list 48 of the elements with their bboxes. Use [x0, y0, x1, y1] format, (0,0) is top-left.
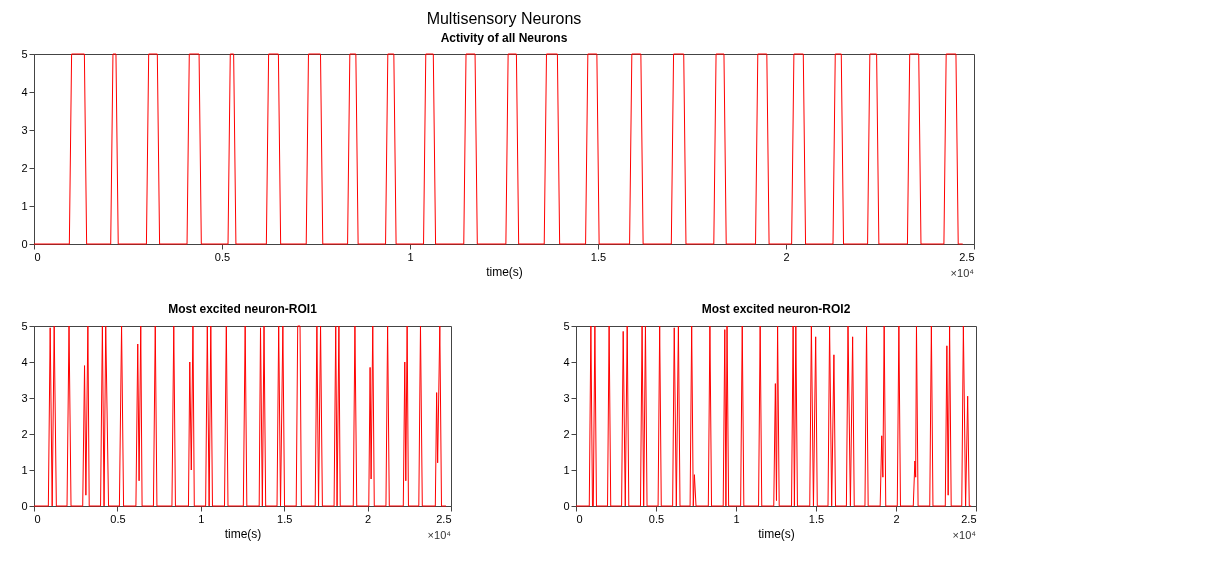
x-tick-label: 1	[198, 512, 205, 525]
x-axis-title: time(s)	[486, 264, 523, 279]
x-tick-label: 0	[34, 512, 41, 525]
x-tick-label: 0.5	[648, 512, 665, 525]
x-tick-label: 2.5	[959, 250, 975, 263]
x-tick-label: 1.5	[808, 512, 825, 525]
y-tick-label: 4	[563, 355, 570, 368]
y-tick-label: 0	[21, 237, 28, 250]
y-tick-label: 1	[21, 463, 28, 476]
y-tick-label: 1	[563, 463, 570, 476]
x-tick-label: 1.5	[277, 512, 293, 525]
y-tick-label: 2	[563, 427, 570, 440]
x-tick-label: 1	[407, 250, 414, 263]
y-tick-label: 5	[563, 319, 570, 332]
x-tick-label: 2	[783, 250, 790, 263]
y-tick-label: 2	[21, 161, 28, 174]
x-tick-label: 1	[733, 512, 740, 525]
y-tick-label: 0	[563, 499, 570, 512]
text: ×10⁴	[952, 529, 977, 541]
x-tick-label: 0.5	[110, 512, 126, 525]
line-series	[33, 325, 447, 507]
y-tick-label: 3	[563, 391, 570, 404]
x-tick-label: 2.5	[436, 512, 452, 525]
x-axis-title: time(s)	[224, 526, 262, 541]
y-tick-label: 4	[21, 85, 28, 98]
chart-subtitle: Activity of all Neurons	[440, 31, 568, 45]
chart-title: Most excited neuron-ROI2	[701, 302, 851, 316]
x-tick-label: 2	[893, 512, 900, 525]
y-tick-label: 1	[21, 199, 28, 212]
x-tick-label: 0	[576, 512, 583, 525]
x-tick-label: 0.5	[214, 250, 231, 263]
x-tick-label: 2.5	[961, 512, 977, 525]
y-tick-label: 5	[21, 319, 28, 332]
x-tick-label: 2	[365, 512, 372, 525]
y-tick-label: 3	[21, 123, 28, 136]
y-tick-label: 2	[21, 427, 28, 440]
x-tick-label: 0	[34, 250, 41, 263]
text: ×10⁴	[950, 267, 975, 279]
chart-title: Multisensory Neurons	[426, 10, 582, 27]
chart-title: Most excited neuron-ROI1	[168, 302, 318, 316]
x-axis-title: time(s)	[758, 526, 795, 541]
y-tick-label: 3	[21, 391, 28, 404]
y-tick-label: 0	[21, 499, 28, 512]
text: ×10⁴	[427, 529, 452, 541]
y-tick-label: 5	[21, 47, 28, 60]
y-tick-label: 4	[21, 355, 28, 368]
line-series	[575, 325, 972, 507]
x-tick-label: 1.5	[590, 250, 607, 263]
